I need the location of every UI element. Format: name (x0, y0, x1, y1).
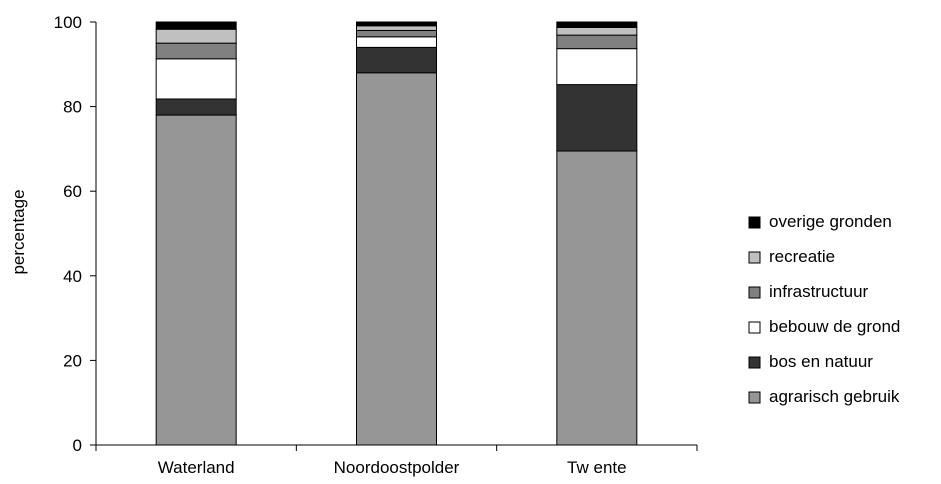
y-tick-label: 60 (63, 182, 82, 201)
bar-segment-waterland-bos-en-natuur (155, 98, 237, 116)
bar-segment-waterland-infrastructuur (155, 42, 237, 60)
legend-item-agrarisch-gebruik: agrarisch gebruik (748, 387, 900, 406)
bar-segment-waterland-recreatie (155, 28, 237, 44)
bar-segment-tw-ente-infrastructuur (556, 34, 638, 50)
bar-segment-noordoostpolder-infrastructuur (356, 29, 437, 38)
legend-item-bos-en-natuur: bos en natuur (748, 352, 873, 371)
bar-segment-tw-ente-recreatie (556, 26, 638, 36)
x-tick-label: Tw ente (567, 458, 627, 477)
bar-segment-waterland-agrarisch-gebruik (155, 114, 237, 446)
bar-segment-waterland-bebouw-de-grond (155, 58, 237, 100)
legend-label: recreatie (769, 247, 835, 266)
legend: overige gronden recreatie infrastructuur be… (748, 212, 900, 406)
x-tick-label: Waterland (158, 458, 235, 477)
legend-swatch (748, 251, 761, 264)
bar-segment-noordoostpolder-recreatie (356, 25, 437, 31)
legend-swatch (748, 286, 761, 299)
legend-label: bos en natuur (769, 352, 873, 371)
legend-label: infrastructuur (769, 282, 869, 301)
legend-swatch (748, 216, 761, 229)
legend-item-infrastructuur: infrastructuur (748, 282, 869, 301)
bar-segment-noordoostpolder-bebouw-de-grond (356, 36, 437, 48)
legend-label: overige gronden (769, 212, 892, 231)
bars (155, 21, 638, 446)
bar-segment-tw-ente-bebouw-de-grond (556, 48, 638, 86)
x-tick-label: Noordoostpolder (334, 458, 460, 477)
bar-segment-tw-ente-overige-gronden (556, 21, 638, 28)
legend-swatch (748, 356, 761, 369)
bar-segment-tw-ente-agrarisch-gebruik (556, 150, 638, 446)
legend-label: bebouw de grond (769, 317, 900, 336)
y-tick-label: 40 (63, 267, 82, 286)
y-tick-label: 100 (54, 13, 82, 32)
legend-swatch (748, 321, 761, 334)
axes: 0 20 40 60 80 100 Waterland Noordoostpolder Tw e… (54, 13, 698, 477)
y-tick-label: 0 (73, 436, 82, 455)
y-tick-label: 20 (63, 351, 82, 370)
legend-item-bebouw-de-grond: bebouw de grond (748, 317, 900, 336)
bar-segment-tw-ente-bos-en-natuur (556, 84, 638, 152)
legend-label: agrarisch gebruik (769, 387, 900, 406)
bar-segment-noordoostpolder-overige-gronden (356, 21, 437, 27)
legend-swatch (748, 391, 761, 404)
bar-segment-noordoostpolder-bos-en-natuur (356, 46, 437, 74)
legend-item-overige-gronden: overige gronden (748, 212, 892, 231)
y-axis-label: percentage (9, 189, 28, 274)
legend-item-recreatie: recreatie (748, 247, 835, 266)
y-tick-label: 80 (63, 98, 82, 117)
bar-segment-waterland-overige-gronden (155, 21, 237, 30)
bar-segment-noordoostpolder-agrarisch-gebruik (356, 72, 437, 446)
